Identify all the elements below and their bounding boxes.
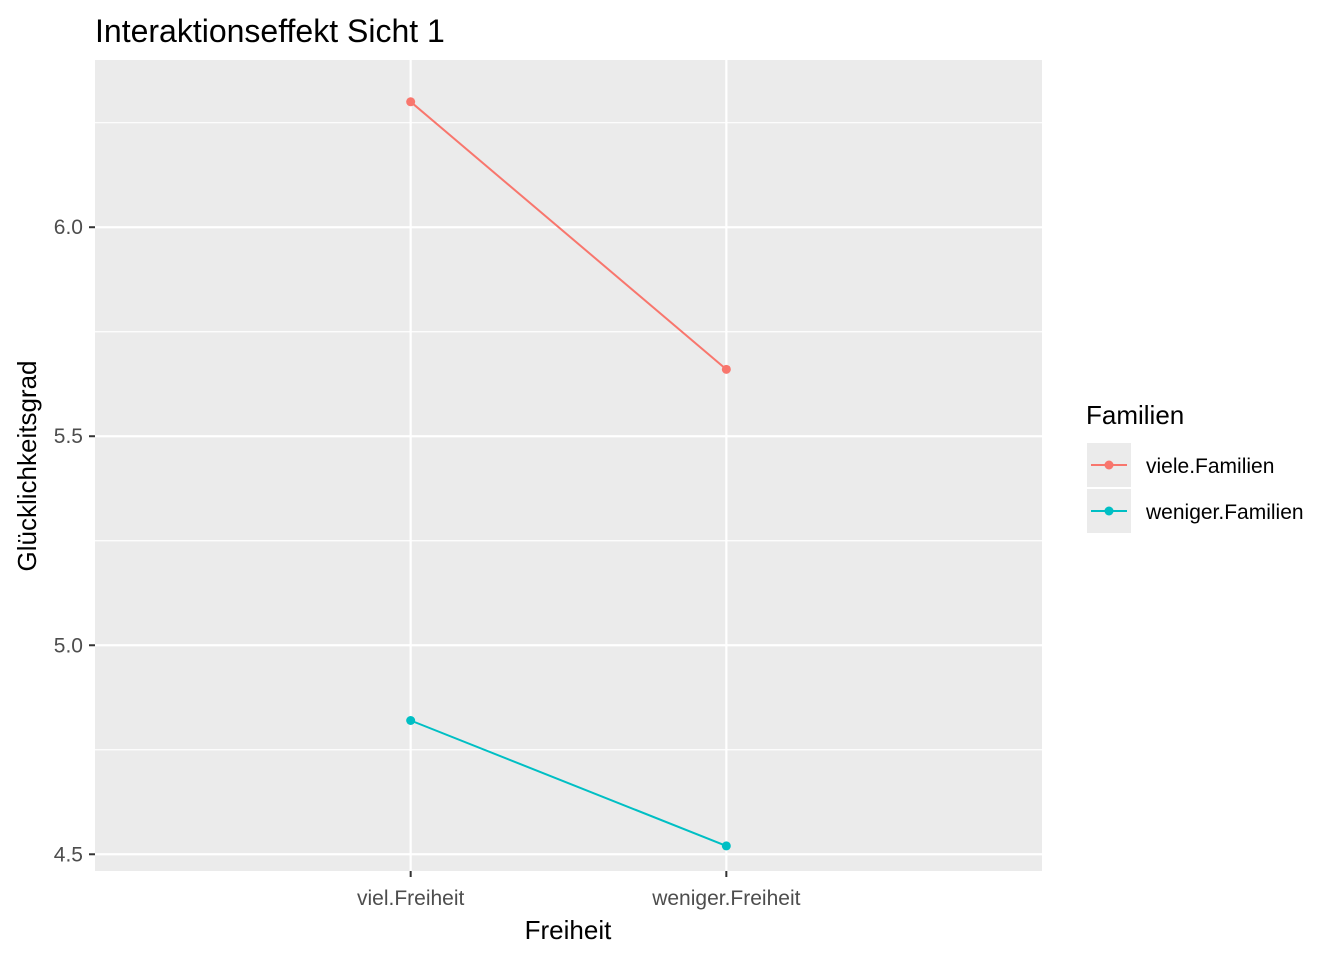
y-tick-label: 4.5 — [54, 843, 83, 866]
x-axis: viel.Freiheit weniger.Freiheit — [357, 871, 801, 910]
data-point — [406, 97, 416, 107]
data-point — [721, 364, 731, 374]
legend: Familien viele.Familien weniger.Familien — [1086, 400, 1304, 533]
grid-major — [95, 60, 1042, 871]
x-tick-label: weniger.Freiheit — [651, 887, 800, 910]
x-tick-label: viel.Freiheit — [357, 887, 465, 910]
legend-items: viele.Familien weniger.Familien — [1087, 443, 1304, 533]
legend-key-point — [1104, 506, 1114, 516]
series-line — [410, 719, 727, 847]
legend-label: viele.Familien — [1146, 455, 1274, 478]
y-tick-label: 6.0 — [54, 216, 83, 239]
legend-label: weniger.Familien — [1145, 501, 1304, 524]
y-tick-label: 5.0 — [54, 634, 83, 657]
y-axis-title: Glücklichkeitsgrad — [12, 361, 42, 572]
chart-title: Interaktionseffekt Sicht 1 — [95, 13, 445, 49]
data-point — [406, 716, 416, 726]
y-axis: 4.5 5.0 5.5 6.0 — [54, 216, 95, 866]
x-axis-title: Freiheit — [525, 915, 612, 945]
series-line — [410, 101, 727, 371]
plot-panel — [95, 60, 1042, 871]
grid-minor — [95, 122, 1042, 751]
data-point — [721, 841, 731, 851]
legend-title: Familien — [1086, 400, 1184, 430]
legend-key-point — [1104, 460, 1114, 470]
y-tick-label: 5.5 — [54, 425, 83, 448]
series-layer — [406, 97, 731, 851]
